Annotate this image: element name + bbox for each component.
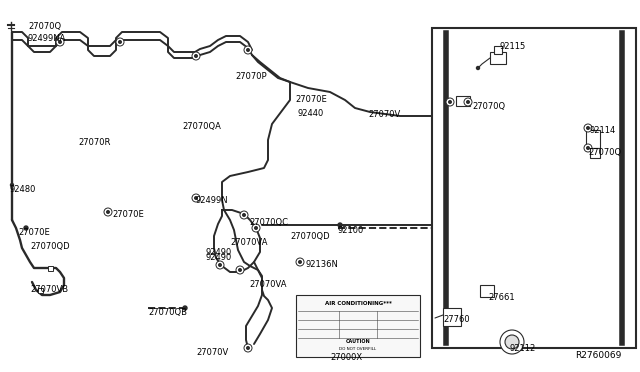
Text: 27070Q: 27070Q	[28, 22, 61, 31]
Circle shape	[505, 335, 519, 349]
Circle shape	[298, 260, 302, 264]
Text: 92136N: 92136N	[305, 260, 338, 269]
Circle shape	[10, 183, 13, 186]
Text: 92114: 92114	[590, 126, 616, 135]
Circle shape	[338, 223, 342, 227]
Text: DO NOT OVERFILL: DO NOT OVERFILL	[339, 347, 376, 351]
Text: 92499N: 92499N	[195, 196, 228, 205]
Text: 27070QC: 27070QC	[249, 218, 288, 227]
Bar	[47, 266, 52, 270]
Circle shape	[216, 261, 224, 269]
Text: 92440: 92440	[298, 109, 324, 118]
Circle shape	[446, 98, 454, 106]
Text: 27000X: 27000X	[330, 353, 362, 362]
Text: 27070Q: 27070Q	[472, 102, 505, 111]
Text: 92490: 92490	[205, 253, 231, 262]
Text: 92480: 92480	[10, 185, 36, 194]
Circle shape	[586, 146, 590, 150]
Bar	[590, 148, 600, 158]
Circle shape	[56, 38, 64, 46]
Circle shape	[104, 208, 112, 216]
Text: AIR CONDITIONING***: AIR CONDITIONING***	[324, 301, 392, 306]
Circle shape	[244, 46, 252, 54]
Bar	[38, 288, 42, 292]
Text: 92115: 92115	[500, 42, 526, 51]
Text: 27661: 27661	[488, 293, 515, 302]
Circle shape	[477, 67, 479, 70]
Circle shape	[194, 54, 198, 58]
Bar	[480, 285, 494, 297]
Text: 27760: 27760	[443, 315, 470, 324]
Circle shape	[238, 268, 242, 272]
Circle shape	[242, 213, 246, 217]
Text: 92100: 92100	[337, 226, 364, 235]
Text: 27070QD: 27070QD	[290, 232, 330, 241]
Text: 27070E: 27070E	[112, 210, 144, 219]
Circle shape	[183, 306, 187, 310]
Circle shape	[500, 330, 524, 354]
Text: 27070VA: 27070VA	[249, 280, 287, 289]
Circle shape	[464, 98, 472, 106]
Circle shape	[24, 226, 28, 230]
Text: 27070R: 27070R	[78, 138, 110, 147]
Circle shape	[246, 346, 250, 350]
Text: 27070E: 27070E	[18, 228, 50, 237]
Text: 27070V: 27070V	[196, 348, 228, 357]
Circle shape	[244, 344, 252, 352]
Circle shape	[194, 196, 198, 200]
Text: 92499NA: 92499NA	[28, 34, 67, 43]
Text: 92112: 92112	[509, 344, 535, 353]
Circle shape	[296, 258, 304, 266]
Circle shape	[466, 100, 470, 104]
Circle shape	[218, 263, 222, 267]
Text: 27070QB: 27070QB	[148, 308, 187, 317]
Text: 27070VB: 27070VB	[30, 285, 68, 294]
Circle shape	[118, 40, 122, 44]
Circle shape	[58, 40, 62, 44]
Circle shape	[192, 194, 200, 202]
Text: 27070Q: 27070Q	[588, 148, 621, 157]
Text: 92490: 92490	[205, 248, 231, 257]
Bar	[490, 52, 506, 64]
Text: R2760069: R2760069	[575, 351, 622, 360]
Circle shape	[584, 124, 592, 132]
Circle shape	[192, 52, 200, 60]
Circle shape	[586, 126, 590, 130]
Bar	[443, 308, 461, 326]
Text: 27070P: 27070P	[235, 72, 267, 81]
Circle shape	[584, 144, 592, 152]
Circle shape	[254, 226, 258, 230]
Circle shape	[252, 224, 260, 232]
Text: 27070QA: 27070QA	[182, 122, 221, 131]
Circle shape	[116, 38, 124, 46]
Text: CAUTION: CAUTION	[346, 339, 371, 344]
Bar	[494, 46, 502, 54]
Bar	[432, 28, 636, 348]
Circle shape	[240, 211, 248, 219]
Circle shape	[448, 100, 452, 104]
Text: 27070E: 27070E	[295, 95, 327, 104]
Text: 27070V: 27070V	[368, 110, 400, 119]
Circle shape	[246, 48, 250, 52]
Circle shape	[106, 210, 110, 214]
Bar	[296, 295, 420, 357]
Bar	[586, 130, 600, 148]
Circle shape	[236, 266, 244, 274]
Bar	[456, 96, 470, 106]
Text: 27070QD: 27070QD	[30, 242, 70, 251]
Text: 27070VA: 27070VA	[230, 238, 268, 247]
